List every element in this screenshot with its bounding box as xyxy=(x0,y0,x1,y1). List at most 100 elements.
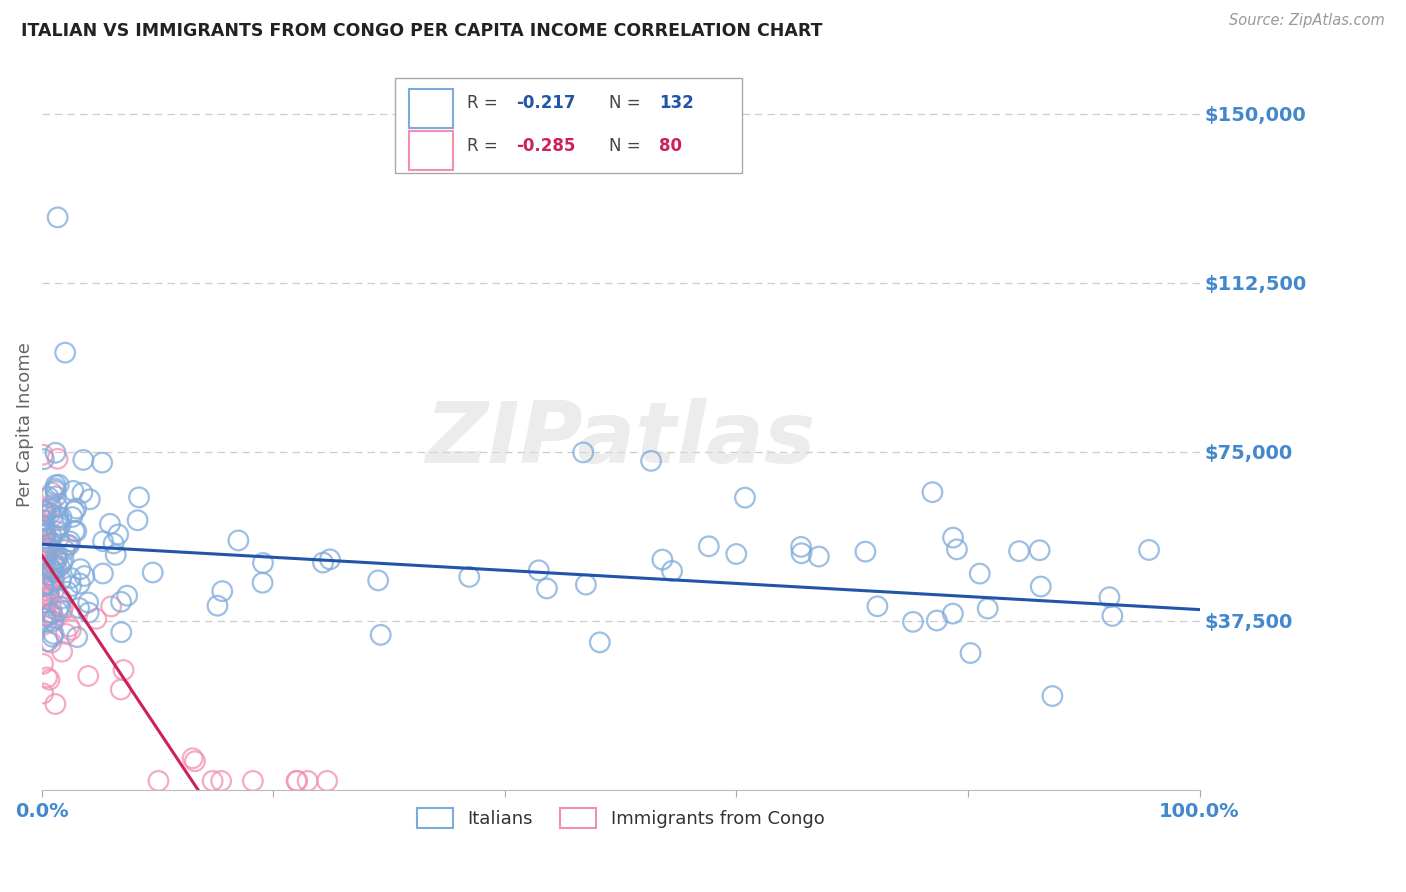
Point xyxy=(252,575,274,590)
Point xyxy=(458,570,481,584)
Point xyxy=(49,517,72,532)
Point xyxy=(59,623,82,637)
Point xyxy=(128,491,150,505)
Point xyxy=(807,549,830,564)
Point xyxy=(1029,580,1052,594)
Point xyxy=(41,485,63,500)
Point xyxy=(35,584,58,599)
Point xyxy=(39,561,62,575)
Point xyxy=(34,526,56,541)
Point xyxy=(790,546,813,560)
Point xyxy=(32,596,55,610)
Text: N =: N = xyxy=(609,136,645,155)
Point xyxy=(32,518,55,533)
Point xyxy=(252,556,274,570)
Point xyxy=(48,519,70,533)
Point xyxy=(41,630,63,644)
Point xyxy=(32,519,55,533)
Point xyxy=(32,542,55,557)
Point xyxy=(37,670,59,684)
Point xyxy=(651,552,673,566)
Point xyxy=(60,510,83,524)
Text: 80: 80 xyxy=(659,136,682,155)
Point xyxy=(925,614,948,628)
Point xyxy=(48,559,70,574)
Point xyxy=(959,646,981,660)
Point xyxy=(32,541,55,556)
Point xyxy=(35,615,58,629)
Point xyxy=(63,504,86,518)
Point xyxy=(127,513,149,527)
Point xyxy=(39,501,62,516)
Point xyxy=(1098,591,1121,605)
Point xyxy=(37,591,59,605)
Point xyxy=(52,552,75,566)
Point xyxy=(98,516,121,531)
Text: Source: ZipAtlas.com: Source: ZipAtlas.com xyxy=(1229,13,1385,29)
Point xyxy=(572,445,595,459)
Point xyxy=(1137,543,1160,558)
Point xyxy=(242,773,264,788)
Point xyxy=(32,547,55,561)
Point xyxy=(976,601,998,615)
Point xyxy=(91,534,114,549)
Point xyxy=(142,566,165,580)
Point xyxy=(32,518,55,533)
Point xyxy=(32,521,55,535)
Point xyxy=(32,525,55,540)
Point xyxy=(32,452,55,467)
Point xyxy=(34,527,56,541)
Point xyxy=(45,489,67,503)
Point xyxy=(285,773,308,788)
Point xyxy=(370,628,392,642)
Point xyxy=(34,574,56,589)
Point xyxy=(34,522,56,536)
FancyBboxPatch shape xyxy=(409,131,453,169)
FancyBboxPatch shape xyxy=(409,89,453,128)
Point xyxy=(640,454,662,468)
Point xyxy=(39,635,62,649)
Point xyxy=(37,634,59,648)
Point xyxy=(44,482,66,496)
Point xyxy=(32,547,55,561)
Point xyxy=(44,446,66,460)
Point xyxy=(41,563,63,577)
Point xyxy=(39,541,62,555)
Point xyxy=(32,611,55,625)
Point xyxy=(35,609,58,624)
Text: 132: 132 xyxy=(659,95,693,112)
Point xyxy=(42,570,65,584)
Point xyxy=(211,584,233,599)
Point xyxy=(148,773,170,788)
Point xyxy=(65,501,87,516)
Point xyxy=(42,553,65,567)
Point xyxy=(921,485,943,500)
Text: -0.217: -0.217 xyxy=(516,95,576,112)
Point xyxy=(42,564,65,578)
Point xyxy=(63,524,86,539)
Point xyxy=(32,579,55,593)
Point xyxy=(367,574,389,588)
Point xyxy=(77,606,100,620)
Point xyxy=(901,615,924,629)
Point xyxy=(100,599,122,614)
Point xyxy=(72,486,94,500)
Point xyxy=(1101,609,1123,624)
Point xyxy=(72,453,94,467)
Point xyxy=(42,614,65,628)
Point xyxy=(48,599,70,614)
Point xyxy=(32,535,55,549)
Point xyxy=(312,556,335,570)
Point xyxy=(73,569,96,583)
Point xyxy=(91,566,114,581)
Point xyxy=(42,583,65,598)
Point xyxy=(790,540,813,554)
Point xyxy=(38,588,60,602)
Point xyxy=(32,528,55,542)
Point xyxy=(32,448,55,462)
Point xyxy=(46,451,69,466)
Point xyxy=(32,513,55,527)
Point xyxy=(35,550,58,565)
Point xyxy=(44,483,66,498)
Point xyxy=(942,607,965,621)
